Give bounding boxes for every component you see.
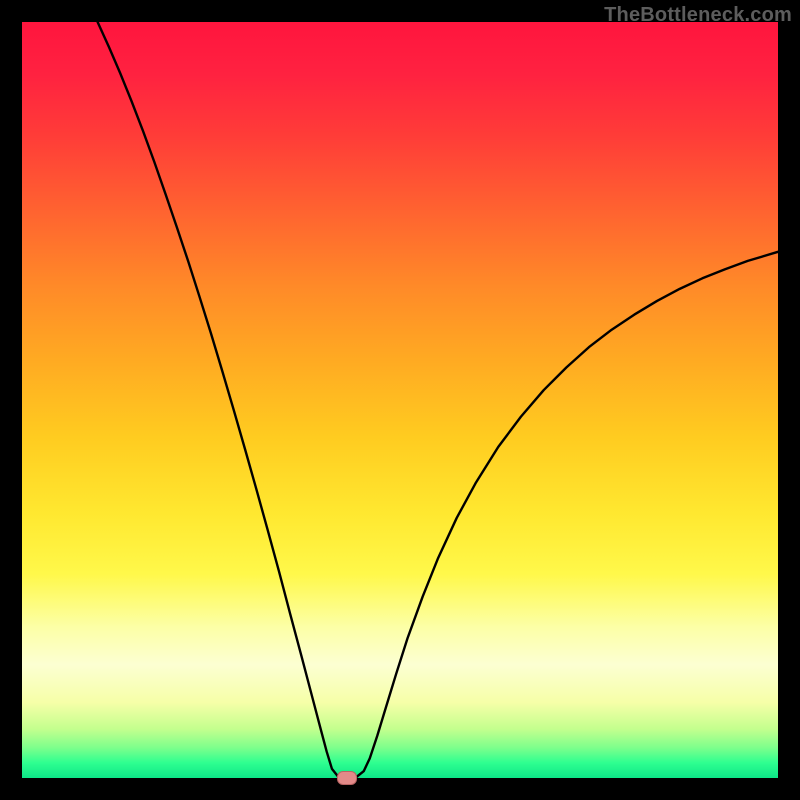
watermark-text: TheBottleneck.com (604, 4, 792, 27)
plot-area (22, 22, 778, 778)
bottleneck-curve (98, 22, 778, 778)
figure-container: TheBottleneck.com (0, 0, 800, 800)
curve-layer (22, 22, 778, 778)
minimum-marker (337, 771, 357, 785)
